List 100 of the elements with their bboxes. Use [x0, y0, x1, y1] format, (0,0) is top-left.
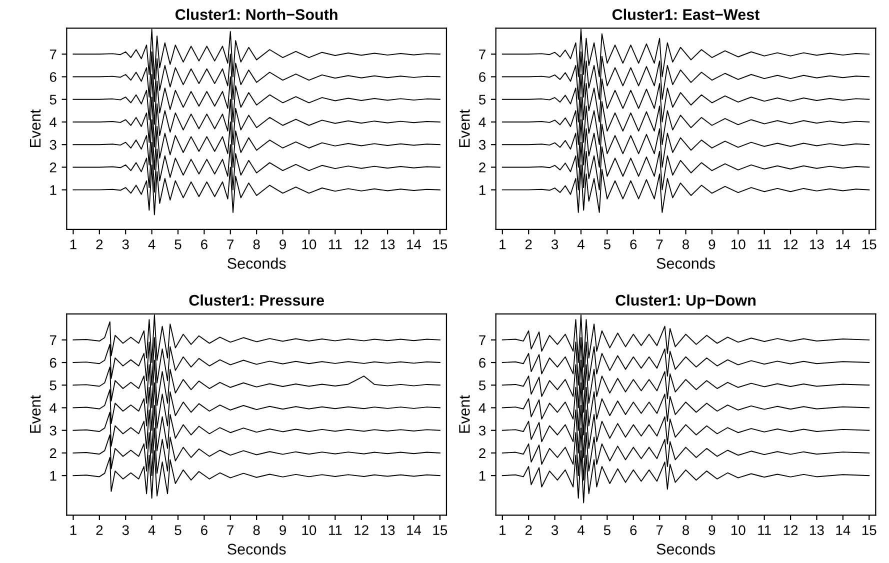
x-tick-label: 12 — [354, 239, 368, 250]
x-tick-label: 3 — [551, 525, 558, 536]
x-tick-label: 1 — [70, 525, 76, 535]
x-tick-label: 10 — [302, 525, 316, 536]
y-axis-title: Event — [30, 395, 41, 433]
x-axis-title: Seconds — [656, 258, 715, 269]
x-tick-label: 12 — [354, 525, 368, 535]
x-tick-label: 14 — [836, 240, 850, 250]
x-axis-title: Seconds — [228, 258, 286, 269]
chart-title: Cluster1: East−West — [612, 8, 760, 20]
x-tick-label: 5 — [604, 240, 610, 250]
y-tick-label: 7 — [50, 335, 56, 345]
x-tick-label: 7 — [227, 525, 234, 535]
x-tick-label: 15 — [433, 240, 448, 250]
chart-title: Cluster1: Up−Down — [616, 294, 756, 309]
x-tick-label: 6 — [201, 239, 208, 250]
chart-title: Cluster1: North−South — [176, 8, 338, 20]
x-tick-label: 6 — [201, 525, 208, 536]
x-tick-label: 4 — [148, 525, 156, 535]
x-tick-label: 10 — [731, 525, 746, 536]
x-tick-label: 11 — [329, 240, 342, 250]
y-tick-label: 7 — [479, 335, 486, 345]
y-tick-label: 5 — [478, 380, 486, 390]
y-tick-label: 3 — [50, 426, 56, 436]
x-tick-label: 1 — [500, 525, 506, 535]
x-tick-label: 14 — [407, 240, 422, 250]
x-tick-label: 14 — [836, 525, 850, 535]
x-tick-label: 5 — [174, 240, 182, 250]
x-tick-label: 5 — [174, 525, 182, 536]
y-tick-label: 7 — [50, 50, 56, 60]
x-tick-label: 2 — [96, 525, 103, 535]
y-tick-label: 2 — [50, 448, 56, 458]
y-tick-label: 3 — [478, 140, 486, 150]
x-tick-label: 3 — [122, 525, 129, 536]
x-tick-label: 2 — [525, 525, 532, 535]
x-tick-label: 14 — [407, 525, 422, 535]
x-tick-label: 15 — [862, 240, 876, 250]
x-axis-title: Seconds — [228, 543, 286, 555]
x-tick-label: 3 — [122, 239, 129, 250]
y-tick-label: 4 — [50, 403, 57, 413]
y-tick-label: 1 — [50, 471, 56, 481]
x-tick-label: 15 — [433, 525, 448, 536]
x-tick-label: 4 — [148, 240, 156, 250]
y-tick-label: 1 — [479, 471, 486, 481]
x-tick-label: 8 — [253, 525, 260, 536]
x-tick-label: 13 — [380, 239, 395, 250]
x-tick-label: 7 — [227, 240, 234, 250]
y-tick-label: 5 — [50, 94, 56, 105]
x-tick-label: 13 — [380, 525, 395, 536]
x-tick-label: 3 — [551, 239, 558, 250]
x-tick-label: 8 — [682, 239, 690, 250]
y-tick-label: 6 — [50, 72, 56, 82]
x-tick-label: 9 — [708, 525, 716, 536]
x-tick-label: 15 — [862, 525, 876, 536]
y-tick-label: 2 — [479, 162, 486, 172]
x-tick-label: 6 — [630, 239, 637, 250]
x-tick-label: 10 — [731, 239, 746, 250]
x-tick-label: 4 — [577, 240, 584, 250]
y-tick-label: 6 — [479, 72, 486, 82]
x-tick-label: 1 — [70, 240, 76, 250]
x-tick-label: 13 — [810, 525, 824, 536]
x-tick-label: 2 — [96, 239, 103, 250]
y-tick-label: 2 — [50, 162, 56, 172]
x-tick-label: 12 — [784, 525, 798, 535]
y-tick-label: 5 — [50, 380, 56, 390]
x-tick-label: 13 — [810, 239, 824, 250]
x-tick-label: 6 — [630, 525, 637, 536]
x-tick-label: 11 — [329, 525, 342, 535]
x-tick-label: 9 — [280, 525, 286, 536]
y-tick-label: 6 — [50, 358, 56, 368]
x-tick-label: 5 — [604, 525, 610, 536]
x-tick-label: 11 — [758, 240, 771, 250]
y-tick-label: 3 — [478, 426, 486, 436]
x-tick-label: 9 — [708, 239, 716, 250]
x-tick-label: 7 — [656, 525, 663, 535]
x-axis-title: Seconds — [656, 543, 715, 555]
y-tick-label: 3 — [50, 140, 56, 150]
x-tick-label: 1 — [500, 240, 506, 250]
x-tick-label: 10 — [302, 239, 316, 250]
chart-title: Cluster1: Pressure — [189, 294, 324, 306]
x-tick-label: 8 — [682, 525, 690, 536]
x-tick-label: 12 — [784, 239, 798, 250]
x-tick-label: 4 — [577, 525, 584, 535]
y-tick-label: 4 — [478, 117, 486, 128]
x-tick-label: 7 — [656, 240, 663, 250]
y-tick-label: 4 — [478, 403, 486, 413]
x-tick-label: 2 — [525, 239, 532, 250]
y-axis-title: Event — [459, 395, 470, 433]
x-tick-label: 8 — [253, 239, 260, 250]
y-tick-label: 5 — [478, 94, 486, 105]
y-tick-label: 4 — [50, 117, 57, 128]
y-tick-label: 7 — [479, 50, 486, 60]
y-tick-label: 1 — [479, 185, 486, 195]
y-tick-label: 2 — [479, 448, 486, 458]
y-tick-label: 6 — [479, 358, 486, 368]
x-tick-label: 9 — [280, 239, 286, 250]
y-axis-title: Event — [459, 109, 470, 148]
y-axis-title: Event — [30, 109, 41, 148]
y-tick-label: 1 — [50, 185, 56, 195]
x-tick-label: 11 — [758, 525, 771, 535]
